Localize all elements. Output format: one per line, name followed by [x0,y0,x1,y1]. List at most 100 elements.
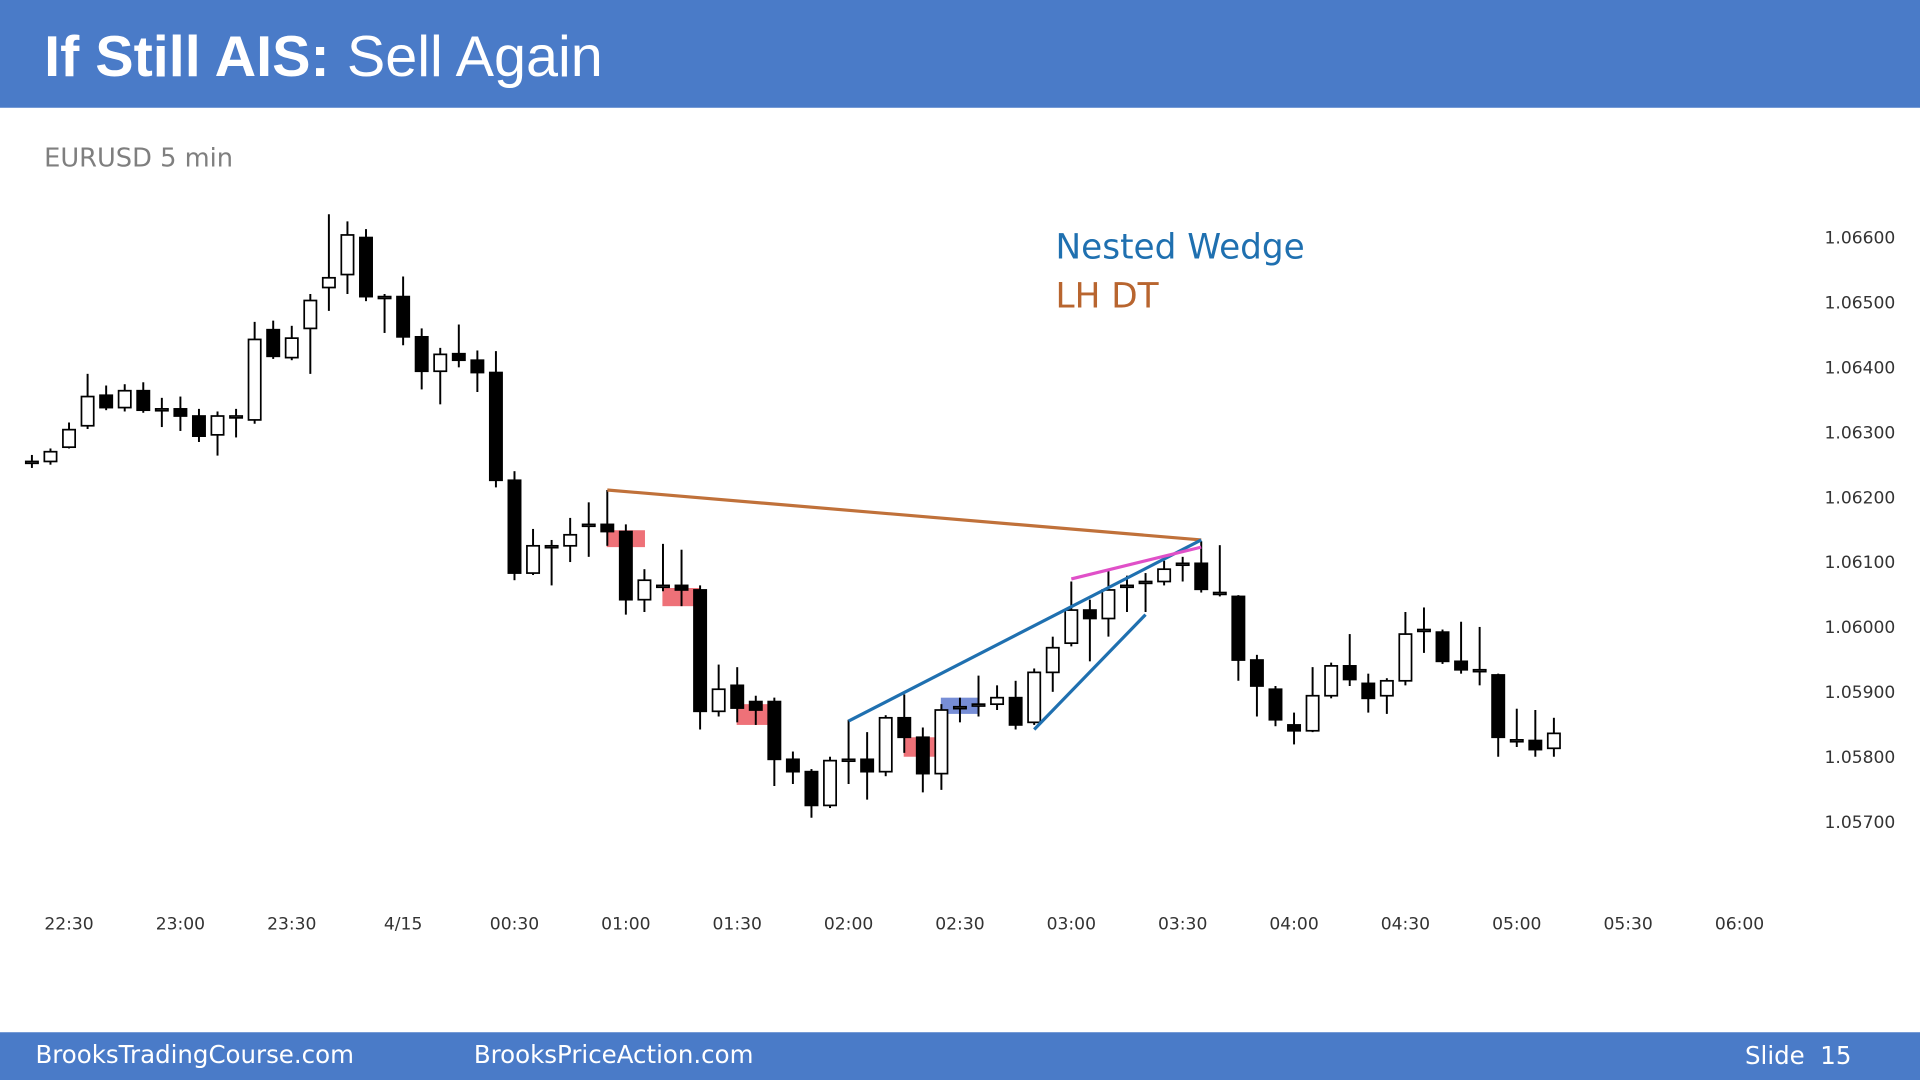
candle-body [897,716,912,739]
candle-body [451,352,466,362]
annotation: Nested Wedge [1056,227,1305,267]
candle-body [433,353,448,373]
trend-line [607,488,1202,542]
candle-body [340,234,355,276]
candle-body [154,408,169,412]
candle-body [1416,628,1431,633]
candle-body [1249,659,1264,687]
footer-bar [0,1032,1920,1080]
candle-body [1546,732,1561,750]
candle-body [544,544,559,549]
candle-body [934,709,949,775]
candle-body [1435,631,1450,663]
candle-body [1491,674,1506,739]
candle-body [748,700,763,711]
candle-body [396,295,411,338]
y-tick-label: 1.06000 [1824,618,1895,638]
candle-body [173,408,188,417]
candle-body [80,395,95,427]
y-tick-label: 1.06100 [1824,553,1895,573]
candle-body [1528,739,1543,751]
candle-body [303,299,318,330]
candle-body [841,758,856,763]
candle-body [1398,633,1413,682]
x-tick-label: 04:30 [1381,914,1430,934]
x-tick-label: 23:00 [156,914,205,934]
candle-body [1212,591,1227,596]
candle-body [990,696,1005,706]
annotation: LH DT [1056,276,1160,316]
candle-body [711,688,726,713]
candle-body [24,460,39,465]
candle-body [1287,724,1302,732]
candle-body [1324,665,1339,697]
candle-body [1231,595,1246,661]
candle-body [655,584,670,589]
candle-body [377,295,392,300]
x-tick-label: 03:30 [1158,914,1207,934]
candle-body [99,394,114,409]
candle-body [62,428,77,449]
chart-subtitle: EURUSD 5 min [44,144,233,174]
candle-body [1027,671,1042,724]
title-rest: Sell Again [347,25,603,89]
y-tick-label: 1.05900 [1824,683,1895,703]
slide-title: If Still AIS: Sell Again [44,25,603,89]
candle-body [1008,696,1023,726]
candle-body [804,770,819,807]
footer-center: BrooksPriceAction.com [474,1040,754,1069]
candle-body [878,716,893,773]
y-tick-label: 1.05800 [1824,748,1895,768]
candle-body [414,335,429,373]
candle-body [730,684,745,709]
candle-body [321,276,336,289]
candle-body [1157,568,1172,583]
y-tick-label: 1.06500 [1824,294,1895,314]
candle-body [1361,682,1376,700]
candle-body [915,736,930,775]
candle-body [1379,679,1394,697]
x-tick-label: 04:00 [1269,914,1318,934]
x-tick-label: 02:30 [935,914,984,934]
candle-body [1472,668,1487,673]
candle-body [210,415,225,436]
candle-body [674,584,689,591]
candle-body [507,479,522,574]
candle-body [191,415,206,437]
candle-body [1064,609,1079,645]
candle-body [526,544,541,574]
slide-number: Slide 15 [1745,1041,1851,1070]
x-tick-label: 22:30 [44,914,93,934]
candle-body [229,415,244,419]
candle-body [1342,665,1357,681]
candle-body [637,579,652,601]
candle-body [284,337,299,359]
header-bar [0,0,1920,108]
candle-body [1175,562,1190,567]
candle-body [43,450,58,463]
x-tick-label: 06:00 [1715,914,1764,934]
candle-body [823,759,838,807]
y-tick-label: 1.06300 [1824,423,1895,443]
y-tick-label: 1.06200 [1824,488,1895,508]
candle-body [1268,688,1283,721]
x-tick-label: 01:00 [601,914,650,934]
candle-body [1305,694,1320,732]
candle-body [117,389,132,409]
candle-body [136,389,151,412]
y-tick-label: 1.05700 [1824,813,1895,833]
x-tick-label: 01:30 [713,914,762,934]
candle-body [1045,646,1060,674]
candle-body [359,236,373,298]
x-tick-label: 03:00 [1047,914,1096,934]
candle-body [1120,584,1134,589]
candle-body [470,359,485,374]
candle-body [693,589,708,713]
trend-line [1070,545,1202,581]
x-tick-label: 23:30 [267,914,316,934]
candle-body [860,758,875,773]
y-tick-label: 1.06400 [1824,358,1895,378]
candle-body [1082,609,1097,620]
trend-line [847,538,1202,723]
